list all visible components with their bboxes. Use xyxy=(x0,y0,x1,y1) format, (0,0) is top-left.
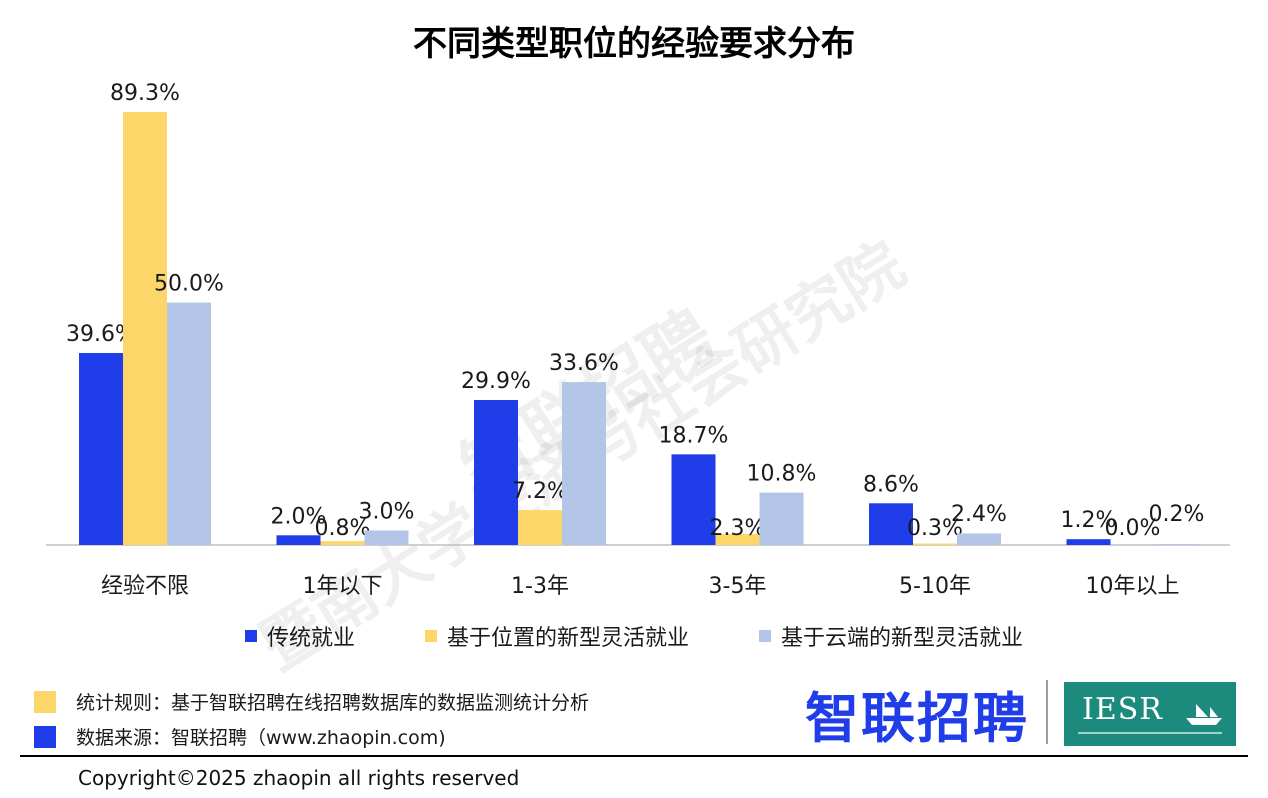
logo-divider xyxy=(1046,680,1048,744)
legend-label-location: 基于位置的新型灵活就业 xyxy=(446,626,689,651)
legend-item-cloud: 基于云端的新型灵活就业 xyxy=(759,620,1023,652)
data-label-2-2: 33.6% xyxy=(549,351,619,376)
data-label-1-4: 0.3% xyxy=(907,516,963,541)
note-statistics-rule-text: 统计规则：基于智联招聘在线招聘数据库的数据监测统计分析 xyxy=(76,692,590,714)
bar-2-5 xyxy=(1154,544,1199,545)
category-label-3: 3-5年 xyxy=(709,574,767,599)
bar-1-3 xyxy=(715,533,760,545)
category-label-5: 10年以上 xyxy=(1086,574,1180,599)
bar-1-0 xyxy=(123,112,167,545)
data-label-2-4: 2.4% xyxy=(951,502,1007,527)
bar-2-1 xyxy=(364,530,409,545)
zhaopin-logo: 智联招聘 xyxy=(805,687,1029,750)
note-statistics-rule: 统计规则：基于智联招聘在线招聘数据库的数据监测统计分析 xyxy=(34,688,589,715)
legend-item-location: 基于位置的新型灵活就业 xyxy=(424,620,689,652)
data-label-0-1: 2.0% xyxy=(271,504,327,529)
legend-label-cloud: 基于云端的新型灵活就业 xyxy=(781,626,1024,651)
bar-2-4 xyxy=(957,533,1001,545)
legend-item-traditional: 传统就业 xyxy=(244,620,355,652)
legend-swatch-location xyxy=(424,630,437,642)
bar-0-4 xyxy=(869,503,913,545)
data-label-2-5: 0.2% xyxy=(1149,502,1205,527)
legend: 传统就业 基于位置的新型灵活就业 基于云端的新型灵活就业 xyxy=(0,620,1268,652)
category-label-0: 经验不限 xyxy=(101,574,189,599)
bar-0-0 xyxy=(79,352,123,545)
iesr-logo-subtitle-line xyxy=(1078,732,1222,734)
bar-2-2 xyxy=(562,382,606,545)
boat-icon xyxy=(1186,704,1222,725)
data-label-0-5: 1.2% xyxy=(1061,508,1117,533)
note-data-source: 数据来源：智联招聘（www.zhaopin.com) xyxy=(34,723,446,750)
bar-1-4 xyxy=(913,543,957,545)
data-label-0-3: 18.7% xyxy=(659,423,729,448)
iesr-logo: IESR xyxy=(1064,682,1236,746)
bar-0-1 xyxy=(276,535,321,545)
legend-swatch-cloud xyxy=(759,630,771,642)
note-swatch-yellow xyxy=(34,690,56,713)
data-label-1-5: 0.0% xyxy=(1105,516,1161,541)
note-swatch-blue xyxy=(34,725,56,748)
data-label-0-4: 8.6% xyxy=(863,472,919,497)
legend-swatch-traditional xyxy=(244,630,257,642)
data-label-2-1: 3.0% xyxy=(359,499,415,524)
data-label-0-2: 29.9% xyxy=(461,369,531,394)
bar-0-5 xyxy=(1066,539,1111,545)
category-label-2: 1-3年 xyxy=(511,574,569,599)
data-label-1-2: 7.2% xyxy=(512,479,568,504)
copyright: Copyright©2025 zhaopin all rights reserv… xyxy=(78,766,520,790)
chart-title: 不同类型职位的经验要求分布 xyxy=(413,24,855,64)
footer-divider xyxy=(20,755,1248,757)
bar-2-3 xyxy=(759,492,804,545)
category-label-4: 5-10年 xyxy=(899,574,971,599)
legend-label-traditional: 传统就业 xyxy=(266,626,355,651)
bar-chart: 39.6%89.3%50.0%经验不限2.0%0.8%3.0%1年以下29.9%… xyxy=(46,81,1230,599)
bar-0-2 xyxy=(474,400,518,545)
bar-0-3 xyxy=(671,454,716,545)
category-label-1: 1年以下 xyxy=(303,574,383,599)
data-label-1-0: 89.3% xyxy=(110,81,180,106)
note-data-source-text: 数据来源：智联招聘（www.zhaopin.com) xyxy=(76,727,446,749)
data-label-1-1: 0.8% xyxy=(315,516,371,541)
data-label-2-3: 10.8% xyxy=(747,462,817,487)
iesr-logo-text: IESR xyxy=(1082,692,1163,727)
bar-1-2 xyxy=(518,510,562,545)
bar-2-0 xyxy=(167,302,211,545)
bar-1-1 xyxy=(320,541,365,545)
data-label-2-0: 50.0% xyxy=(154,272,224,297)
data-label-1-3: 2.3% xyxy=(710,516,766,541)
